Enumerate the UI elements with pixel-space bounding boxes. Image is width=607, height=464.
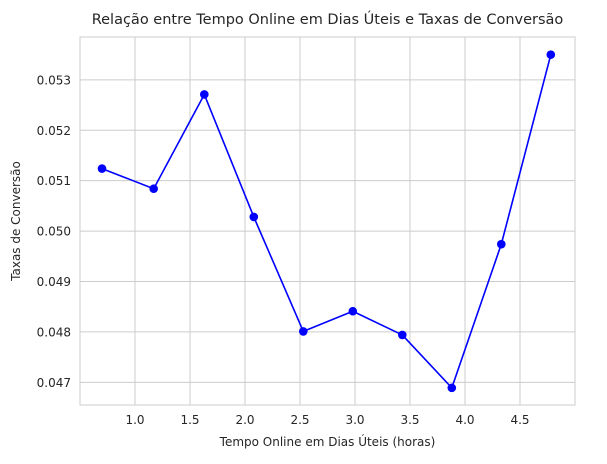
data-point <box>200 90 209 99</box>
plot-frame <box>79 36 576 406</box>
data-point <box>497 239 506 249</box>
x-tick-label: 1.0 <box>125 413 144 427</box>
data-point <box>299 327 308 336</box>
grid-layer <box>80 37 575 405</box>
x-tick-label: 4.5 <box>510 413 529 427</box>
series-layer <box>97 50 556 393</box>
x-tick-label: 3.0 <box>345 413 364 427</box>
y-axis-ticks: 0.047 0.048 0.049 0.050 0.051 0.052 0.053 <box>37 73 71 389</box>
data-point <box>447 383 457 393</box>
x-tick-label: 3.5 <box>400 413 419 427</box>
data-point <box>249 212 259 222</box>
data-point <box>97 164 107 173</box>
x-tick-label: 2.0 <box>235 413 254 427</box>
y-tick-label: 0.051 <box>37 174 71 188</box>
x-axis-ticks: 1.0 1.5 2.0 2.5 3.0 3.5 4.0 4.5 <box>125 413 529 427</box>
x-tick-label: 1.5 <box>180 413 199 427</box>
chart-title: Relação entre Tempo Online em Dias Úteis… <box>92 10 564 28</box>
x-tick-label: 2.5 <box>290 413 309 427</box>
data-point <box>348 306 358 316</box>
data-point <box>546 50 556 59</box>
y-tick-label: 0.047 <box>37 376 71 390</box>
x-axis-label: Tempo Online em Dias Úteis (horas) <box>219 434 436 449</box>
y-axis-label: Taxas de Conversão <box>9 161 23 282</box>
data-point <box>398 330 407 340</box>
y-tick-label: 0.052 <box>37 124 71 138</box>
data-point <box>149 184 158 194</box>
y-tick-label: 0.048 <box>37 325 71 339</box>
y-tick-label: 0.053 <box>37 73 71 87</box>
x-tick-label: 4.0 <box>455 413 474 427</box>
y-tick-label: 0.049 <box>37 275 71 289</box>
y-tick-label: 0.050 <box>37 225 71 239</box>
series-line <box>101 54 552 389</box>
